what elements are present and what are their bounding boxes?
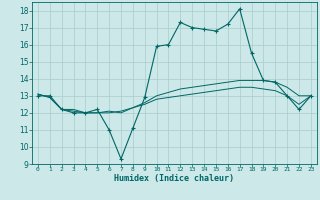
X-axis label: Humidex (Indice chaleur): Humidex (Indice chaleur) <box>115 174 234 183</box>
